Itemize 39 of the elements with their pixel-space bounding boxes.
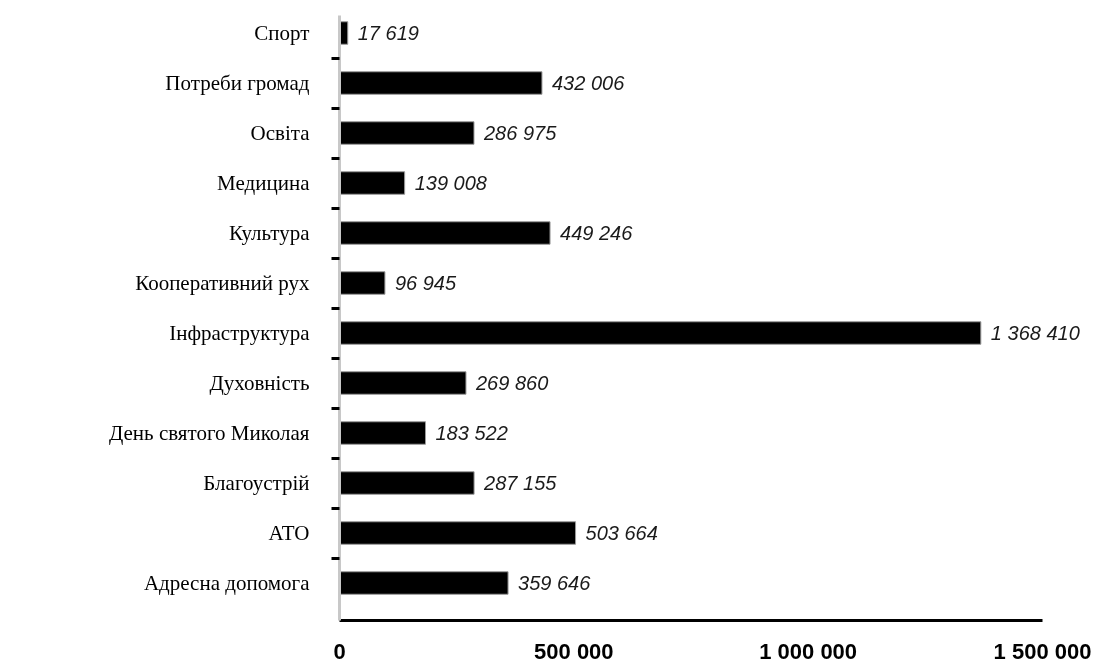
- data-label: 183 522: [435, 422, 508, 444]
- y-tick-label: День святого Миколая: [108, 421, 310, 445]
- y-tick-label: Потреби громад: [165, 71, 310, 95]
- x-tick-label: 1 000 000: [759, 638, 858, 664]
- y-tick-label: Адресна допомога: [143, 571, 311, 595]
- data-label: 286 975: [483, 122, 558, 144]
- bar: [339, 71, 543, 95]
- bar: [339, 171, 406, 195]
- data-label: 17 619: [357, 22, 419, 44]
- data-label: 449 246: [560, 222, 634, 244]
- bar: [339, 271, 386, 295]
- y-tick-label: Культура: [229, 221, 311, 245]
- data-label: 269 860: [474, 372, 549, 394]
- data-label: 1 368 410: [990, 322, 1080, 344]
- y-tick-label: Кооперативний рух: [135, 271, 310, 295]
- bar: [339, 471, 475, 495]
- y-tick-label: Медицина: [217, 171, 311, 195]
- x-tick-label: 0: [333, 638, 346, 664]
- data-label: 432 006: [551, 72, 626, 94]
- x-tick-label: 500 000: [534, 638, 614, 664]
- bar: [339, 121, 475, 145]
- bar: [339, 521, 577, 545]
- data-label: 503 664: [585, 522, 658, 544]
- x-tick-label: 1 500 000: [993, 638, 1092, 664]
- y-tick-label: Спорт: [254, 21, 310, 45]
- data-label: 139 008: [414, 172, 487, 194]
- data-label: 96 945: [394, 272, 457, 294]
- bar: [339, 321, 982, 345]
- y-tick-label: Благоустрій: [203, 471, 310, 495]
- y-tick-label: Духовність: [209, 371, 310, 395]
- bar: [339, 221, 551, 245]
- data-label: 287 155: [483, 472, 558, 494]
- bar: [339, 371, 467, 395]
- bar: [339, 421, 427, 445]
- bar: [339, 571, 509, 595]
- y-tick-label: АТО: [268, 521, 310, 545]
- y-tick-label: Інфраструктура: [169, 321, 311, 345]
- y-tick-label: Освіта: [250, 121, 311, 145]
- data-label: 359 646: [518, 572, 592, 594]
